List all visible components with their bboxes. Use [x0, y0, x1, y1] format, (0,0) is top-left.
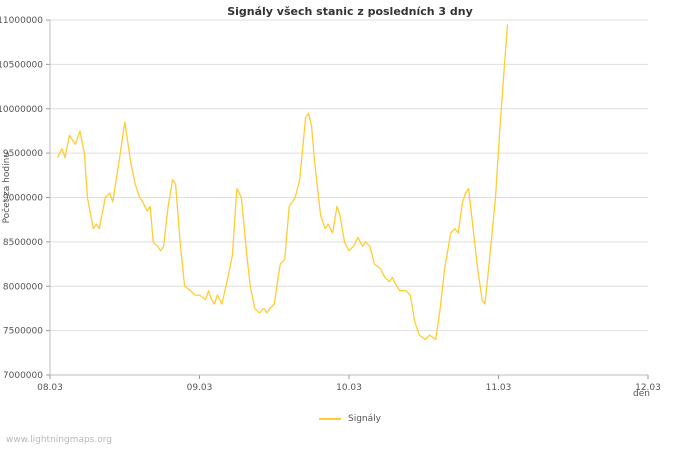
x-tick-label: 10.03 [336, 383, 362, 393]
y-tick-label: 7500000 [3, 327, 43, 337]
signal-line [56, 24, 509, 341]
y-tick-label: 8500000 [3, 238, 43, 248]
y-axis-label: Počet za hodinu [2, 152, 12, 224]
legend-line-swatch [319, 418, 341, 420]
y-tick-label: 9000000 [3, 194, 43, 204]
y-tick-label: 10000000 [0, 105, 43, 115]
x-tick-label: 08.03 [37, 383, 63, 393]
x-tick-label: 09.03 [187, 383, 213, 393]
y-tick-label: 10500000 [0, 60, 43, 70]
chart-title: Signály všech stanic z posledních 3 dny [227, 5, 473, 18]
y-tick-label: 11000000 [0, 16, 43, 26]
x-axis-label: den [633, 389, 650, 399]
legend-label: Signály [348, 414, 381, 424]
chart-legend: Signály [0, 414, 700, 424]
watermark-text: www.lightningmaps.org [6, 435, 112, 445]
x-tick-label: 12.03 [635, 383, 661, 393]
y-tick-label: 9500000 [3, 149, 43, 159]
y-tick-label: 8000000 [3, 282, 43, 292]
y-tick-label: 7000000 [3, 371, 43, 381]
x-tick-label: 11.03 [486, 383, 512, 393]
